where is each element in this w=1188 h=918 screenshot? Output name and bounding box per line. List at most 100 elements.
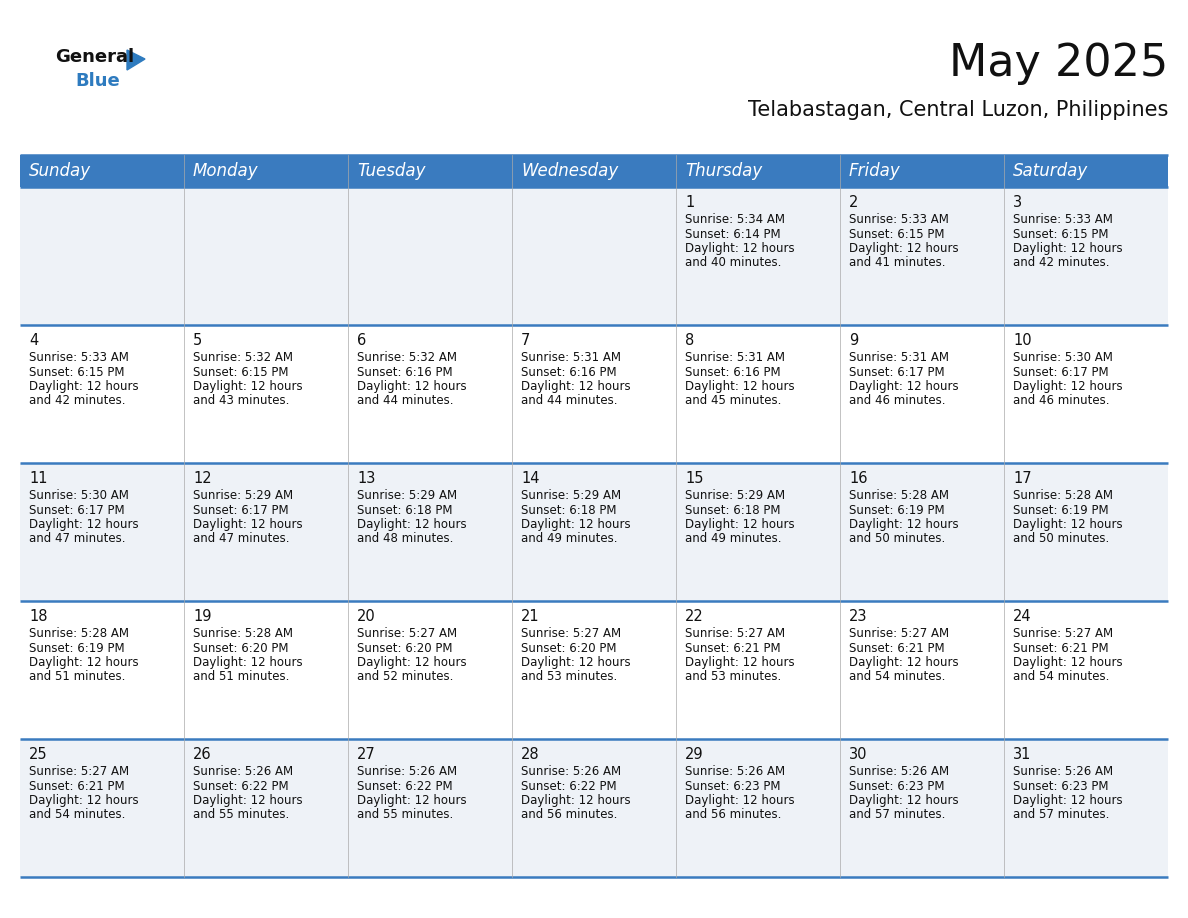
Text: and 54 minutes.: and 54 minutes. xyxy=(849,670,946,684)
Text: Sunset: 6:20 PM: Sunset: 6:20 PM xyxy=(358,642,453,655)
Text: Sunset: 6:20 PM: Sunset: 6:20 PM xyxy=(192,642,289,655)
Bar xyxy=(676,601,840,739)
Text: Sunset: 6:17 PM: Sunset: 6:17 PM xyxy=(192,503,289,517)
Polygon shape xyxy=(127,50,145,70)
Bar xyxy=(512,463,676,601)
Bar xyxy=(1004,601,1168,739)
Text: 28: 28 xyxy=(522,747,539,762)
Bar xyxy=(348,187,512,325)
Text: Daylight: 12 hours: Daylight: 12 hours xyxy=(522,518,631,531)
Text: and 46 minutes.: and 46 minutes. xyxy=(1013,395,1110,408)
Text: Sunrise: 5:29 AM: Sunrise: 5:29 AM xyxy=(685,489,785,502)
Text: 4: 4 xyxy=(29,333,38,348)
Text: Sunrise: 5:34 AM: Sunrise: 5:34 AM xyxy=(685,213,785,226)
Text: 29: 29 xyxy=(685,747,703,762)
Text: Daylight: 12 hours: Daylight: 12 hours xyxy=(685,380,795,393)
Text: Daylight: 12 hours: Daylight: 12 hours xyxy=(849,794,959,807)
Text: Sunset: 6:16 PM: Sunset: 6:16 PM xyxy=(522,365,617,378)
Text: Daylight: 12 hours: Daylight: 12 hours xyxy=(849,242,959,255)
Text: 13: 13 xyxy=(358,471,375,486)
Text: Sunset: 6:19 PM: Sunset: 6:19 PM xyxy=(849,503,944,517)
Bar xyxy=(676,325,840,463)
Text: and 51 minutes.: and 51 minutes. xyxy=(192,670,290,684)
Bar xyxy=(348,601,512,739)
Text: May 2025: May 2025 xyxy=(949,42,1168,85)
Text: 16: 16 xyxy=(849,471,867,486)
Text: 17: 17 xyxy=(1013,471,1031,486)
Text: Sunrise: 5:31 AM: Sunrise: 5:31 AM xyxy=(685,351,785,364)
Text: Daylight: 12 hours: Daylight: 12 hours xyxy=(522,794,631,807)
Text: Daylight: 12 hours: Daylight: 12 hours xyxy=(29,518,139,531)
Text: Thursday: Thursday xyxy=(685,162,763,180)
Text: and 57 minutes.: and 57 minutes. xyxy=(1013,809,1110,822)
Text: 31: 31 xyxy=(1013,747,1031,762)
Text: Sunrise: 5:27 AM: Sunrise: 5:27 AM xyxy=(1013,627,1113,640)
Text: Sunset: 6:17 PM: Sunset: 6:17 PM xyxy=(1013,365,1108,378)
Bar xyxy=(184,601,348,739)
Bar xyxy=(840,601,1004,739)
Text: Sunset: 6:22 PM: Sunset: 6:22 PM xyxy=(522,779,617,792)
Text: 24: 24 xyxy=(1013,609,1031,624)
Bar xyxy=(348,739,512,877)
Text: Sunrise: 5:28 AM: Sunrise: 5:28 AM xyxy=(849,489,949,502)
Text: Daylight: 12 hours: Daylight: 12 hours xyxy=(192,518,303,531)
Bar xyxy=(1004,739,1168,877)
Text: Sunrise: 5:28 AM: Sunrise: 5:28 AM xyxy=(192,627,293,640)
Text: Daylight: 12 hours: Daylight: 12 hours xyxy=(685,794,795,807)
Text: 25: 25 xyxy=(29,747,48,762)
Bar xyxy=(840,155,1004,187)
Text: Daylight: 12 hours: Daylight: 12 hours xyxy=(192,656,303,669)
Text: 5: 5 xyxy=(192,333,202,348)
Bar xyxy=(840,325,1004,463)
Text: Sunset: 6:15 PM: Sunset: 6:15 PM xyxy=(29,365,125,378)
Text: Sunrise: 5:32 AM: Sunrise: 5:32 AM xyxy=(192,351,293,364)
Text: Monday: Monday xyxy=(192,162,259,180)
Text: and 47 minutes.: and 47 minutes. xyxy=(192,532,290,545)
Text: and 48 minutes.: and 48 minutes. xyxy=(358,532,454,545)
Text: 15: 15 xyxy=(685,471,703,486)
Text: and 53 minutes.: and 53 minutes. xyxy=(685,670,782,684)
Text: 30: 30 xyxy=(849,747,867,762)
Text: 26: 26 xyxy=(192,747,211,762)
Text: Sunset: 6:19 PM: Sunset: 6:19 PM xyxy=(29,642,125,655)
Text: and 44 minutes.: and 44 minutes. xyxy=(358,395,454,408)
Text: Tuesday: Tuesday xyxy=(358,162,425,180)
Text: Daylight: 12 hours: Daylight: 12 hours xyxy=(1013,656,1123,669)
Text: and 52 minutes.: and 52 minutes. xyxy=(358,670,454,684)
Text: Sunrise: 5:33 AM: Sunrise: 5:33 AM xyxy=(29,351,128,364)
Text: Sunset: 6:21 PM: Sunset: 6:21 PM xyxy=(1013,642,1108,655)
Bar xyxy=(512,739,676,877)
Text: and 41 minutes.: and 41 minutes. xyxy=(849,256,946,270)
Text: 2: 2 xyxy=(849,195,859,210)
Text: Sunset: 6:15 PM: Sunset: 6:15 PM xyxy=(849,228,944,241)
Text: Daylight: 12 hours: Daylight: 12 hours xyxy=(358,518,467,531)
Bar xyxy=(184,739,348,877)
Text: and 55 minutes.: and 55 minutes. xyxy=(192,809,289,822)
Text: and 44 minutes.: and 44 minutes. xyxy=(522,395,618,408)
Text: Daylight: 12 hours: Daylight: 12 hours xyxy=(1013,518,1123,531)
Bar xyxy=(20,601,184,739)
Text: Daylight: 12 hours: Daylight: 12 hours xyxy=(685,518,795,531)
Text: Sunrise: 5:28 AM: Sunrise: 5:28 AM xyxy=(1013,489,1113,502)
Text: Sunrise: 5:26 AM: Sunrise: 5:26 AM xyxy=(522,765,621,778)
Text: Sunset: 6:16 PM: Sunset: 6:16 PM xyxy=(685,365,781,378)
Text: 9: 9 xyxy=(849,333,858,348)
Bar xyxy=(184,463,348,601)
Text: Sunrise: 5:26 AM: Sunrise: 5:26 AM xyxy=(358,765,457,778)
Text: Sunrise: 5:30 AM: Sunrise: 5:30 AM xyxy=(1013,351,1113,364)
Text: Daylight: 12 hours: Daylight: 12 hours xyxy=(849,380,959,393)
Text: Daylight: 12 hours: Daylight: 12 hours xyxy=(192,794,303,807)
Text: and 57 minutes.: and 57 minutes. xyxy=(849,809,946,822)
Text: 23: 23 xyxy=(849,609,867,624)
Bar xyxy=(20,739,184,877)
Text: and 42 minutes.: and 42 minutes. xyxy=(1013,256,1110,270)
Text: Sunrise: 5:31 AM: Sunrise: 5:31 AM xyxy=(522,351,621,364)
Text: Sunset: 6:14 PM: Sunset: 6:14 PM xyxy=(685,228,781,241)
Bar xyxy=(184,325,348,463)
Text: and 49 minutes.: and 49 minutes. xyxy=(685,532,782,545)
Text: Sunset: 6:18 PM: Sunset: 6:18 PM xyxy=(685,503,781,517)
Text: Sunrise: 5:26 AM: Sunrise: 5:26 AM xyxy=(685,765,785,778)
Text: 8: 8 xyxy=(685,333,694,348)
Text: Daylight: 12 hours: Daylight: 12 hours xyxy=(29,380,139,393)
Text: and 47 minutes.: and 47 minutes. xyxy=(29,532,126,545)
